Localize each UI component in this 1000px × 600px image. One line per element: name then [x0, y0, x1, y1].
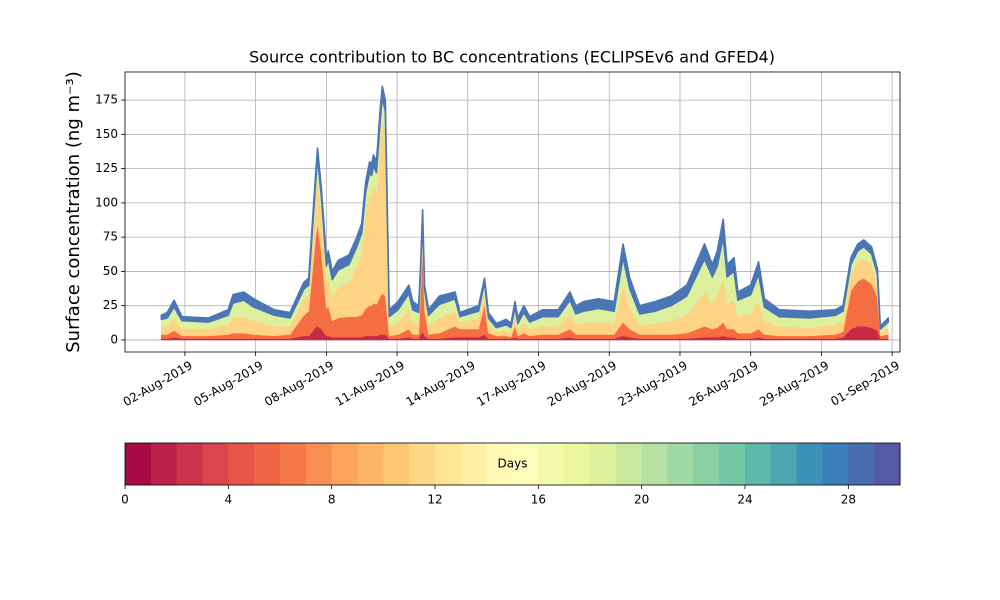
- colorbar-swatch: [719, 443, 746, 485]
- colorbar-swatch: [693, 443, 720, 485]
- colorbar-swatch: [615, 443, 643, 485]
- chart-title: Source contribution to BC concentrations…: [249, 48, 775, 67]
- colorbar-tick-label: 20: [634, 493, 649, 507]
- area-layer: [160, 85, 890, 330]
- colorbar-tick-label: 24: [737, 493, 752, 507]
- colorbar-swatch: [745, 443, 772, 485]
- colorbar-swatch: [486, 443, 513, 485]
- colorbar-swatch: [254, 443, 281, 485]
- y-tick-label: 175: [95, 93, 118, 107]
- colorbar-swatch: [228, 443, 255, 485]
- colorbar-swatch: [641, 443, 668, 485]
- colorbar-tick-label: 0: [121, 493, 129, 507]
- colorbar-swatch: [538, 443, 565, 485]
- colorbar-swatch: [435, 443, 462, 485]
- colorbar-tick-label: 8: [328, 493, 336, 507]
- colorbar-label: Days: [498, 457, 528, 471]
- colorbar-swatch: [848, 443, 875, 485]
- colorbar-swatch: [874, 443, 901, 485]
- colorbar-tick-label: 16: [531, 493, 546, 507]
- colorbar-swatch: [512, 443, 539, 485]
- colorbar-swatch: [796, 443, 823, 485]
- colorbar-swatch: [667, 443, 694, 485]
- y-tick-label: 150: [95, 127, 118, 141]
- y-tick-label: 125: [95, 161, 118, 175]
- colorbar: Days 0 4 8 12 16 20 24 28: [121, 442, 901, 507]
- colorbar-swatch: [331, 443, 358, 485]
- colorbar-tick-label: 12: [427, 493, 442, 507]
- colorbar-swatch: [150, 443, 178, 485]
- colorbar-swatch: [383, 443, 410, 485]
- y-tick-label: 100: [95, 195, 118, 209]
- colorbar-tick-label: 4: [225, 493, 233, 507]
- colorbar-swatch: [822, 443, 849, 485]
- colorbar-swatch: [409, 443, 436, 485]
- colorbar-swatch: [590, 443, 617, 485]
- y-tick-label: 75: [103, 230, 118, 244]
- plot-frame: [124, 71, 901, 353]
- y-tick-label: 25: [103, 298, 118, 312]
- colorbar-swatch: [460, 443, 488, 485]
- colorbar-tick-label: 28: [841, 493, 856, 507]
- colorbar-swatch: [202, 443, 229, 485]
- colorbar-swatch: [176, 443, 203, 485]
- colorbar-swatch: [125, 443, 152, 485]
- colorbar-swatch: [357, 443, 384, 485]
- y-axis-label: Surface concentration (ng m⁻³): [63, 71, 84, 353]
- colorbar-swatch: [280, 443, 307, 485]
- colorbar-swatch: [770, 443, 798, 485]
- colorbar-swatch: [564, 443, 591, 485]
- y-tick-label: 0: [110, 332, 118, 346]
- colorbar-swatch: [305, 443, 333, 485]
- y-tick-label: 50: [103, 264, 118, 278]
- colorbar-frame: [124, 442, 901, 486]
